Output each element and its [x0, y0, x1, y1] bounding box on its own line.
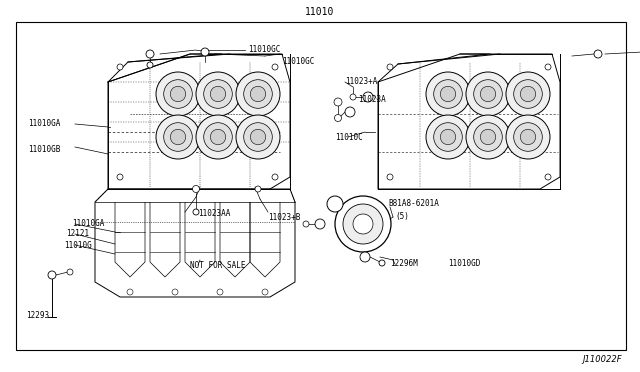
- Circle shape: [466, 72, 510, 116]
- Circle shape: [164, 123, 192, 151]
- Circle shape: [387, 174, 393, 180]
- Circle shape: [353, 214, 373, 234]
- Circle shape: [244, 123, 272, 151]
- Circle shape: [236, 115, 280, 159]
- Text: 12293: 12293: [26, 311, 49, 320]
- Circle shape: [48, 271, 56, 279]
- Text: 11010: 11010: [305, 7, 335, 17]
- Circle shape: [514, 123, 542, 151]
- Text: 11010GD: 11010GD: [448, 260, 481, 269]
- Text: 11010GB: 11010GB: [28, 144, 60, 154]
- Circle shape: [127, 289, 133, 295]
- Circle shape: [334, 98, 342, 106]
- Text: 11010G: 11010G: [64, 241, 92, 250]
- Circle shape: [262, 289, 268, 295]
- Circle shape: [255, 186, 261, 192]
- Circle shape: [506, 72, 550, 116]
- Circle shape: [244, 80, 272, 108]
- Text: 11010GA: 11010GA: [72, 219, 104, 228]
- Circle shape: [170, 129, 186, 145]
- Text: 12296M: 12296M: [390, 260, 418, 269]
- Circle shape: [315, 219, 325, 229]
- Text: NOT FOR SALE: NOT FOR SALE: [190, 260, 246, 269]
- Circle shape: [272, 64, 278, 70]
- Circle shape: [193, 186, 200, 192]
- Circle shape: [520, 129, 536, 145]
- Text: 11010C: 11010C: [335, 132, 363, 141]
- Circle shape: [217, 289, 223, 295]
- Circle shape: [426, 72, 470, 116]
- Text: 11023AA: 11023AA: [198, 209, 230, 218]
- Circle shape: [440, 129, 456, 145]
- Text: 11010GA: 11010GA: [28, 119, 60, 128]
- Circle shape: [466, 115, 510, 159]
- Circle shape: [480, 86, 496, 102]
- Circle shape: [545, 174, 551, 180]
- Circle shape: [250, 86, 266, 102]
- Text: 12121: 12121: [66, 230, 89, 238]
- Circle shape: [514, 80, 542, 108]
- Circle shape: [146, 50, 154, 58]
- Circle shape: [196, 72, 240, 116]
- Circle shape: [440, 86, 456, 102]
- Circle shape: [236, 72, 280, 116]
- Circle shape: [545, 64, 551, 70]
- Circle shape: [434, 123, 462, 151]
- Circle shape: [520, 86, 536, 102]
- Circle shape: [343, 204, 383, 244]
- Circle shape: [345, 107, 355, 117]
- Circle shape: [156, 115, 200, 159]
- Text: 11010GC: 11010GC: [248, 45, 280, 54]
- Circle shape: [250, 129, 266, 145]
- Circle shape: [434, 80, 462, 108]
- Circle shape: [147, 62, 153, 68]
- Text: (5): (5): [395, 212, 409, 221]
- Circle shape: [172, 289, 178, 295]
- Circle shape: [211, 129, 226, 145]
- Text: 11023A: 11023A: [358, 96, 386, 105]
- Circle shape: [193, 209, 199, 215]
- Circle shape: [164, 80, 192, 108]
- Circle shape: [170, 86, 186, 102]
- Circle shape: [117, 64, 123, 70]
- Circle shape: [335, 115, 342, 122]
- Circle shape: [350, 94, 356, 100]
- Bar: [16, 22, 626, 350]
- Circle shape: [360, 252, 370, 262]
- Circle shape: [379, 260, 385, 266]
- Text: 11023+A: 11023+A: [345, 77, 378, 87]
- Circle shape: [204, 123, 232, 151]
- Circle shape: [335, 196, 391, 252]
- Circle shape: [506, 115, 550, 159]
- Circle shape: [67, 269, 73, 275]
- Circle shape: [201, 48, 209, 56]
- Circle shape: [204, 80, 232, 108]
- Circle shape: [327, 196, 343, 212]
- Text: B81A8-6201A: B81A8-6201A: [388, 199, 439, 208]
- Circle shape: [363, 92, 373, 102]
- Circle shape: [211, 86, 226, 102]
- Text: 11023+B: 11023+B: [268, 212, 300, 221]
- Circle shape: [426, 115, 470, 159]
- Circle shape: [156, 72, 200, 116]
- Circle shape: [480, 129, 496, 145]
- Circle shape: [303, 221, 309, 227]
- Circle shape: [474, 123, 502, 151]
- Text: 11010GC: 11010GC: [282, 57, 314, 65]
- Text: B: B: [332, 199, 338, 208]
- Circle shape: [272, 174, 278, 180]
- Text: J110022F: J110022F: [582, 355, 622, 364]
- Circle shape: [474, 80, 502, 108]
- Circle shape: [594, 50, 602, 58]
- Circle shape: [117, 174, 123, 180]
- Circle shape: [387, 64, 393, 70]
- Circle shape: [196, 115, 240, 159]
